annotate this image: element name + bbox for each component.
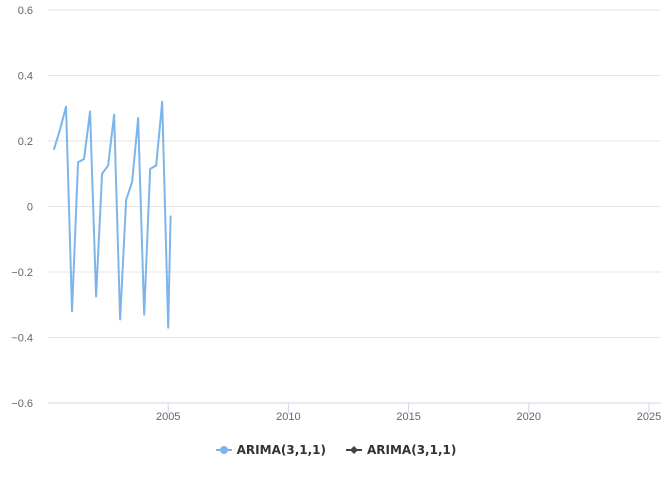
x-tick-label: 2025 [637,411,661,423]
y-tick-label: 0.4 [18,71,33,83]
y-axis-ticks: −0.6 −0.4 −0.2 0 0.2 0.4 0.6 [11,5,33,410]
legend: ARIMA(3,1,1) ARIMA(3,1,1) [0,443,672,457]
x-tick-label: 2015 [396,411,420,423]
y-tick-label: 0.2 [18,136,33,148]
y-tick-label: −0.2 [11,267,33,279]
x-axis-ticks: 2005 2010 2015 2020 2025 [156,403,661,423]
legend-item-series-2[interactable]: ARIMA(3,1,1) [346,443,456,457]
grid-lines [48,9,661,404]
y-tick-label: 0.6 [18,5,33,17]
y-tick-label: −0.6 [11,398,33,410]
y-tick-label: 0 [27,202,33,214]
x-tick-label: 2005 [156,411,180,423]
legend-marker-diamond-icon [346,446,362,454]
legend-marker-circle-icon [215,446,232,454]
legend-item-series-1[interactable]: ARIMA(3,1,1) [215,443,326,457]
x-tick-label: 2020 [517,411,541,423]
series-line-1[interactable] [53,100,172,329]
legend-label-series-2: ARIMA(3,1,1) [367,443,457,457]
x-tick-label: 2010 [276,411,300,423]
legend-label-series-1: ARIMA(3,1,1) [236,443,326,457]
series-group[interactable] [53,100,172,329]
y-tick-label: −0.4 [11,333,33,345]
